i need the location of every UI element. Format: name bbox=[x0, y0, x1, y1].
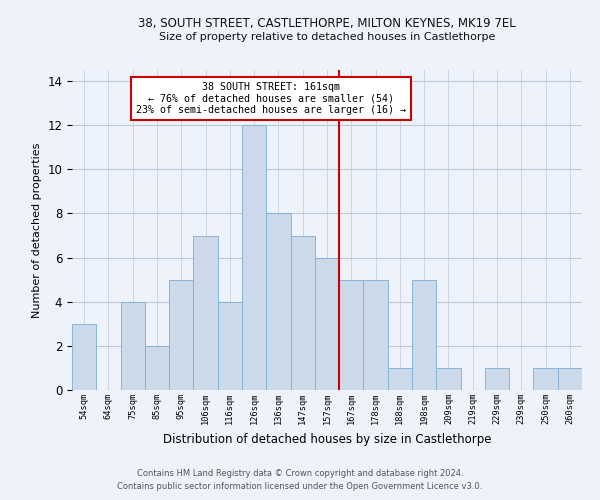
X-axis label: Distribution of detached houses by size in Castlethorpe: Distribution of detached houses by size … bbox=[163, 432, 491, 446]
Bar bbox=[266, 214, 290, 390]
Bar bbox=[145, 346, 169, 390]
Bar bbox=[436, 368, 461, 390]
Bar bbox=[242, 125, 266, 390]
Bar bbox=[121, 302, 145, 390]
Text: Size of property relative to detached houses in Castlethorpe: Size of property relative to detached ho… bbox=[159, 32, 495, 42]
Bar bbox=[412, 280, 436, 390]
Bar bbox=[169, 280, 193, 390]
Y-axis label: Number of detached properties: Number of detached properties bbox=[32, 142, 42, 318]
Bar bbox=[315, 258, 339, 390]
Bar bbox=[72, 324, 96, 390]
Text: 38 SOUTH STREET: 161sqm
← 76% of detached houses are smaller (54)
23% of semi-de: 38 SOUTH STREET: 161sqm ← 76% of detache… bbox=[136, 82, 406, 116]
Bar bbox=[193, 236, 218, 390]
Text: 38, SOUTH STREET, CASTLETHORPE, MILTON KEYNES, MK19 7EL: 38, SOUTH STREET, CASTLETHORPE, MILTON K… bbox=[138, 18, 516, 30]
Bar bbox=[364, 280, 388, 390]
Bar bbox=[218, 302, 242, 390]
Bar bbox=[533, 368, 558, 390]
Bar bbox=[558, 368, 582, 390]
Bar bbox=[388, 368, 412, 390]
Bar bbox=[485, 368, 509, 390]
Bar bbox=[290, 236, 315, 390]
Text: Contains HM Land Registry data © Crown copyright and database right 2024.
Contai: Contains HM Land Registry data © Crown c… bbox=[118, 470, 482, 491]
Bar bbox=[339, 280, 364, 390]
